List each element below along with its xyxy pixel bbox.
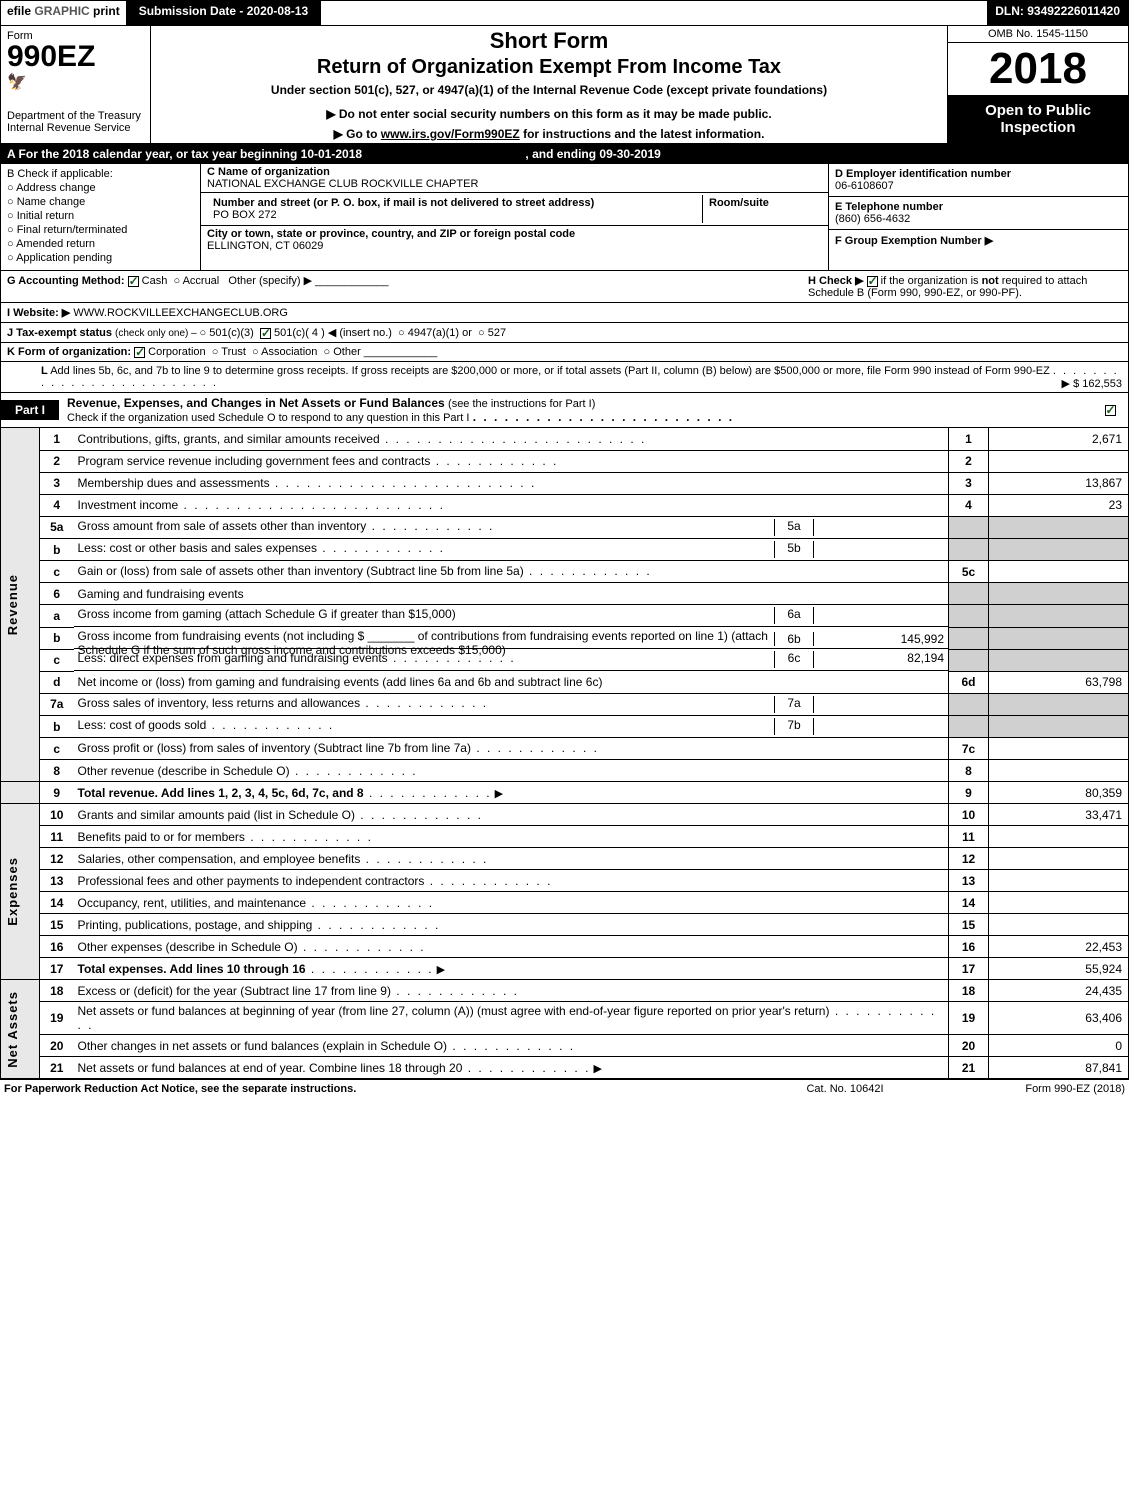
open-to-public: Open to Public Inspection (948, 96, 1128, 143)
dept-treasury: Department of the Treasury (7, 110, 144, 122)
line-9-amount: 80,359 (989, 782, 1129, 804)
submission-date: Submission Date - 2020-08-13 (127, 1, 321, 25)
line-17-amount: 55,924 (989, 958, 1129, 980)
box-i: I Website: ▶ WWW.ROCKVILLEEXCHANGECLUB.O… (7, 306, 1122, 319)
part1-schedO-check[interactable] (1105, 405, 1116, 416)
box-b-title: B Check if applicable: (7, 168, 194, 180)
misc-gh: G Accounting Method: Cash ○ Accrual Othe… (0, 271, 1129, 362)
c-room-label: Room/suite (709, 197, 769, 209)
d-label: D Employer identification number (835, 168, 1011, 180)
line-20-amount: 0 (989, 1035, 1129, 1057)
efile-graphic: GRAPHIC (34, 4, 93, 18)
footer-center: Cat. No. 10642I (745, 1083, 945, 1095)
spacer (321, 1, 987, 25)
irs-eagle-icon: 🦅 (7, 72, 144, 92)
line-21-amount: 87,841 (989, 1057, 1129, 1079)
section-subline: Under section 501(c), 527, or 4947(a)(1)… (159, 83, 939, 97)
b-initial-return[interactable]: Initial return (7, 210, 194, 222)
c-city-label: City or town, state or province, country… (207, 228, 575, 240)
irs-line: Internal Revenue Service (7, 122, 144, 134)
line-18-amount: 24,435 (989, 980, 1129, 1002)
k-corporation-check[interactable] (134, 347, 145, 358)
main-title: Return of Organization Exempt From Incom… (159, 56, 939, 79)
goto-line: ▶ Go to www.irs.gov/Form990EZ for instru… (159, 127, 939, 141)
footer-left: For Paperwork Reduction Act Notice, see … (4, 1083, 745, 1095)
b-name-change[interactable]: Name change (7, 196, 194, 208)
box-k: K Form of organization: Corporation ○ Tr… (7, 346, 1122, 358)
header: Form 990EZ 🦅 Department of the Treasury … (0, 26, 1129, 144)
box-def: D Employer identification number 06-6108… (828, 164, 1128, 270)
b-amended-return[interactable]: Amended return (7, 238, 194, 250)
top-bar: efile GRAPHIC print Submission Date - 20… (0, 0, 1129, 26)
short-form-title: Short Form (159, 28, 939, 54)
efile-prefix: efile (7, 4, 34, 18)
footer-right: Form 990-EZ (2018) (945, 1083, 1125, 1095)
b-application-pending[interactable]: Application pending (7, 252, 194, 264)
g-cash-check[interactable] (128, 276, 139, 287)
line-2-amount (989, 450, 1129, 472)
header-left: Form 990EZ 🦅 Department of the Treasury … (1, 26, 151, 143)
c-street-label: Number and street (or P. O. box, if mail… (213, 197, 594, 209)
form-number: 990EZ (7, 42, 144, 72)
dln: DLN: 93492226011420 (987, 1, 1128, 25)
tax-year: 2018 (948, 43, 1128, 96)
box-g: G Accounting Method: Cash ○ Accrual Othe… (7, 274, 802, 299)
line-16-amount: 22,453 (989, 936, 1129, 958)
line-l: L Add lines 5b, 6c, and 7b to line 9 to … (0, 362, 1129, 393)
goto-link[interactable]: www.irs.gov/Form990EZ (381, 127, 520, 141)
sidebar-netassets: Net Assets (1, 980, 40, 1079)
line-l-amount: ▶ $ 162,553 (1062, 377, 1122, 390)
part-1-tag: Part I (1, 400, 59, 420)
line-6c-amount: 82,194 (814, 651, 944, 668)
ssn-warning: ▶ Do not enter social security numbers o… (159, 107, 939, 121)
omb-number: OMB No. 1545-1150 (948, 26, 1128, 43)
f-label: F Group Exemption Number ▶ (835, 235, 993, 247)
header-center: Short Form Return of Organization Exempt… (151, 26, 948, 143)
b-address-change[interactable]: Address change (7, 182, 194, 194)
box-h: H Check ▶ if the organization is not req… (802, 274, 1122, 299)
c-city: ELLINGTON, CT 06029 (207, 240, 323, 252)
d-value: 06-6108607 (835, 180, 894, 192)
b-final-return[interactable]: Final return/terminated (7, 224, 194, 236)
box-c: C Name of organization NATIONAL EXCHANGE… (201, 164, 828, 270)
line-19-amount: 63,406 (989, 1002, 1129, 1035)
c-street: PO BOX 272 (213, 209, 277, 221)
efile-block: efile GRAPHIC print (1, 1, 127, 25)
line-4-amount: 23 (989, 494, 1129, 516)
header-right: OMB No. 1545-1150 2018 Open to Public In… (948, 26, 1128, 143)
c-name-label: C Name of organization (207, 166, 330, 178)
h-check[interactable] (867, 276, 878, 287)
j-501c4-check[interactable] (260, 328, 271, 339)
period-bar: A For the 2018 calendar year, or tax yea… (0, 144, 1129, 164)
page-footer: For Paperwork Reduction Act Notice, see … (0, 1079, 1129, 1098)
line-10-amount: 33,471 (989, 804, 1129, 826)
e-label: E Telephone number (835, 201, 943, 213)
info-block: B Check if applicable: Address change Na… (0, 164, 1129, 271)
efile-print[interactable]: print (93, 4, 120, 18)
part1-table: Revenue 1 Contributions, gifts, grants, … (0, 428, 1129, 1079)
sidebar-revenue: Revenue (1, 428, 40, 782)
e-value: (860) 656-4632 (835, 213, 910, 225)
line-6d-amount: 63,798 (989, 671, 1129, 693)
sidebar-expenses: Expenses (1, 804, 40, 980)
part-1-header: Part I Revenue, Expenses, and Changes in… (0, 393, 1129, 428)
website-value[interactable]: WWW.ROCKVILLEEXCHANGECLUB.ORG (73, 307, 288, 319)
c-name: NATIONAL EXCHANGE CLUB ROCKVILLE CHAPTER (207, 178, 478, 190)
line-6b-amount: 145,992 (814, 632, 944, 646)
box-j: J Tax-exempt status (check only one) – ○… (7, 326, 1122, 339)
line-3-amount: 13,867 (989, 472, 1129, 494)
box-b: B Check if applicable: Address change Na… (1, 164, 201, 270)
line-1-amount: 2,671 (989, 428, 1129, 450)
line-5c-amount (989, 561, 1129, 583)
